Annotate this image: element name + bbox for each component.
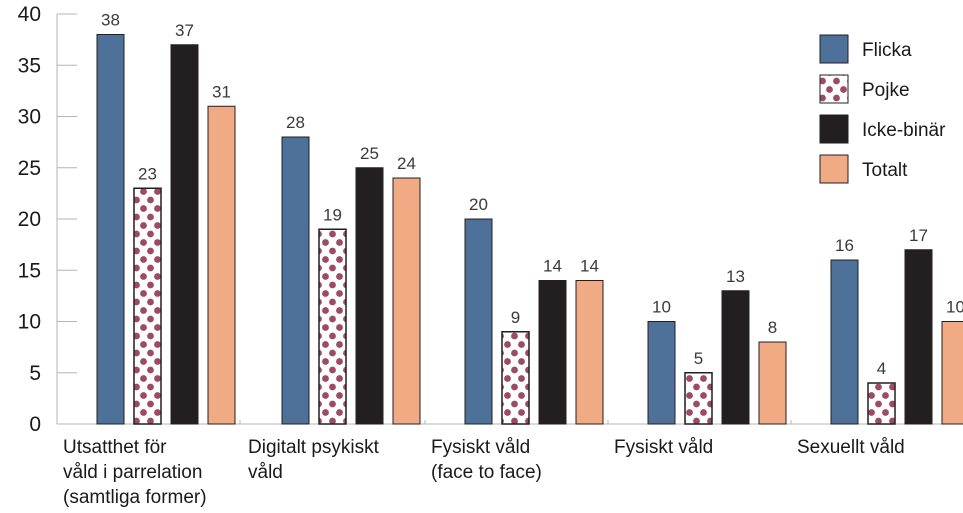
y-tick-label: 35: [18, 54, 41, 77]
bar-flicka-0: [96, 34, 125, 425]
bar-pojke-1: [318, 228, 347, 425]
bar-icke-bin-r-0: [170, 44, 199, 425]
data-label: 37: [175, 21, 194, 40]
y-tick-label: 30: [18, 106, 41, 129]
data-label: 20: [469, 195, 488, 214]
legend: Flicka Pojke Icke-binär Totalt: [819, 34, 946, 184]
data-label: 24: [397, 154, 416, 173]
category-label: Fysiskt våld (face to face): [431, 437, 542, 483]
category-label: Fysiskt våld: [614, 437, 713, 458]
data-label: 14: [543, 257, 562, 276]
category-label: Utsatthet för våld i parrelation (samtliga…: [63, 437, 207, 508]
legend-swatch: [819, 154, 849, 184]
y-tick-label: 5: [29, 362, 41, 385]
bar-totalt-3: [758, 341, 787, 425]
y-tick-label: 40: [18, 3, 41, 26]
bar-flicka-4: [830, 259, 859, 425]
data-label: 14: [580, 257, 599, 276]
data-label: 17: [909, 226, 928, 245]
legend-swatch: [819, 34, 849, 64]
data-label: 38: [101, 11, 120, 30]
bar-flicka-1: [281, 136, 310, 425]
data-label: 5: [694, 349, 703, 368]
bar-pojke-4: [867, 382, 896, 425]
legend-label: Pojke: [862, 80, 910, 101]
legend-swatch: [819, 114, 849, 144]
bar-pojke-0: [133, 187, 162, 425]
bar-icke-bin-r-2: [538, 280, 567, 425]
bars: [96, 34, 963, 425]
data-label: 10: [652, 298, 671, 317]
bar-icke-bin-r-3: [721, 290, 750, 425]
data-label: 4: [877, 359, 886, 378]
data-label: 13: [726, 267, 745, 286]
bar-flicka-3: [647, 321, 676, 425]
data-label: 9: [511, 308, 520, 327]
data-labels: 38 28 20 10 16 23 19 9 5 4 37 25 14 13 17 31 24 14 8 10: [101, 11, 963, 379]
data-label: 10: [946, 298, 963, 317]
data-label: 31: [212, 82, 231, 101]
y-tick-label: 25: [18, 157, 41, 180]
y-tick-label: 15: [18, 259, 41, 282]
legend-label: Icke-binär: [862, 120, 946, 141]
data-label: 16: [835, 236, 854, 255]
legend-label: Totalt: [862, 160, 908, 181]
y-tick-label: 0: [29, 413, 41, 436]
legend-label: Flicka: [862, 40, 912, 61]
bar-flicka-2: [464, 218, 493, 425]
data-label: 8: [768, 318, 777, 337]
data-label: 25: [360, 144, 379, 163]
category-labels: Utsatthet för våld i parrelation (samtliga…: [63, 437, 905, 508]
category-label: Digitalt psykiskt våld: [248, 437, 380, 483]
category-label: Sexuellt våld: [797, 437, 905, 458]
bar-icke-bin-r-4: [904, 249, 933, 425]
data-label: 28: [286, 113, 305, 132]
bar-totalt-0: [207, 105, 236, 425]
data-label: 19: [323, 205, 342, 224]
bar-totalt-4: [941, 321, 963, 425]
bar-totalt-1: [392, 177, 421, 425]
y-tick-label: 20: [18, 208, 41, 231]
legend-swatch: [819, 74, 849, 104]
bar-icke-bin-r-1: [355, 167, 384, 425]
bar-totalt-2: [575, 280, 604, 425]
bar-pojke-2: [501, 331, 530, 425]
bar-pojke-3: [684, 372, 713, 425]
y-tick-label: 10: [18, 311, 41, 334]
data-label: 23: [138, 164, 157, 183]
